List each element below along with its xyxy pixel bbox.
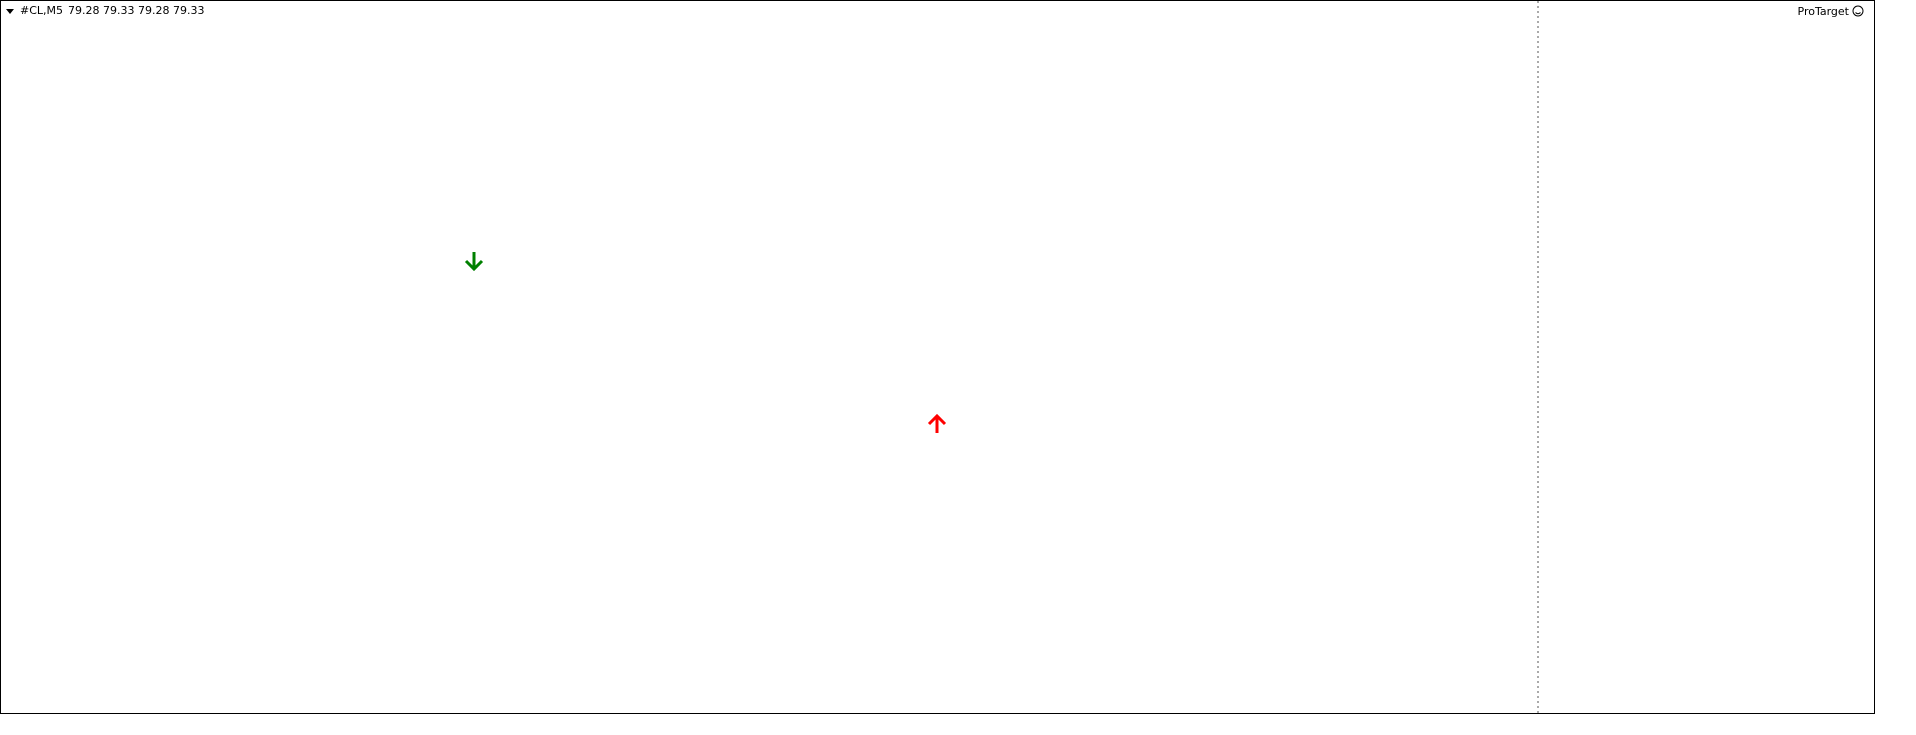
indicator-icon [1852,5,1864,17]
menu-triangle[interactable] [6,9,14,14]
indicator-icon-smile [1855,12,1861,15]
plot-frame [0,0,1875,714]
symbol: #CL,M5 [20,4,63,17]
quote: 79.28 79.33 79.28 79.33 [68,4,204,17]
indicator-name: ProTarget [1798,5,1850,18]
buy-arrow [927,413,947,433]
sell-arrow [464,252,484,272]
